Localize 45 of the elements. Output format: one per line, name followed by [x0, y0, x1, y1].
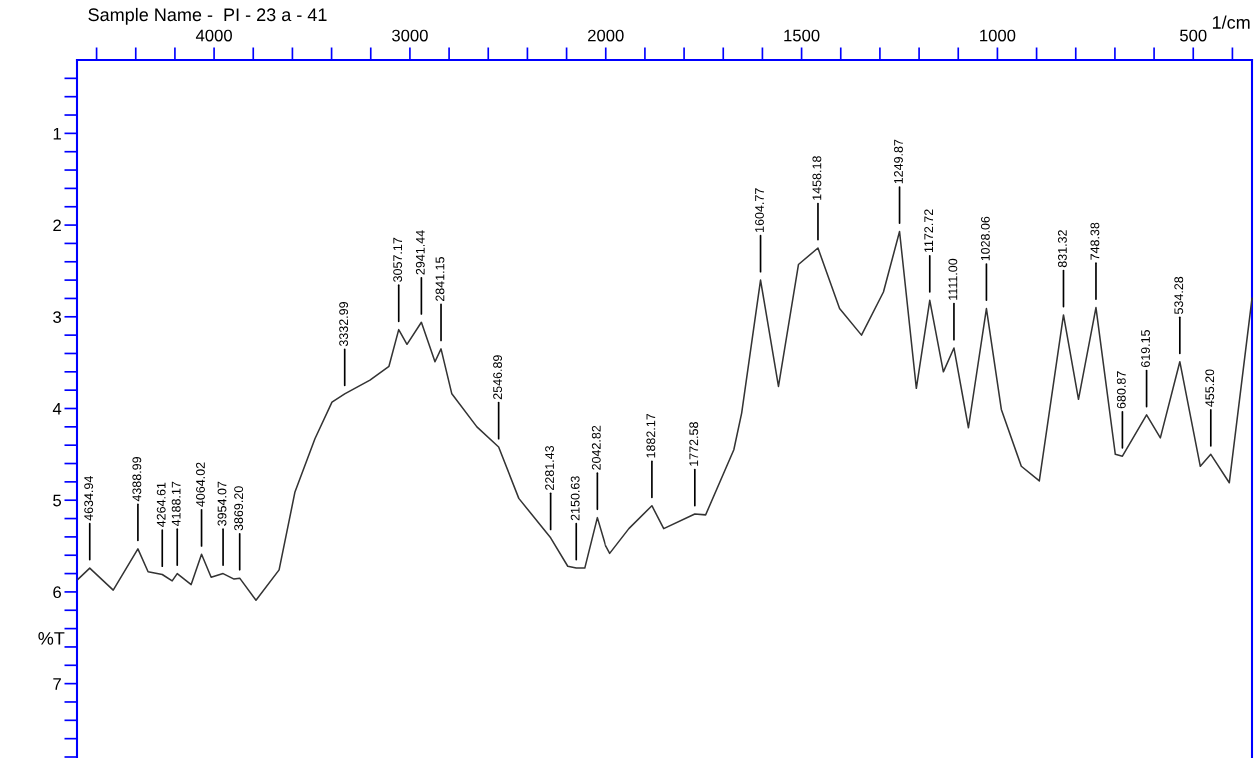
- x-tick-label: 2000: [588, 29, 624, 42]
- annotation: 1028.06: [980, 216, 990, 261]
- annotation: 455.20: [1205, 369, 1215, 407]
- annotation: 1111.00: [948, 258, 958, 300]
- x-tick-label: 1500: [784, 29, 820, 42]
- x-tick-label: 500: [1180, 29, 1207, 42]
- x-tick-label: 1000: [980, 29, 1016, 42]
- y-tick-label: 4: [52, 403, 62, 415]
- annotation: 748.38: [1090, 222, 1100, 260]
- y-tick-label: 7: [53, 678, 61, 690]
- annotation: 1772.58: [689, 422, 699, 466]
- y-axis-title: %T: [38, 632, 65, 645]
- x-axis-title: 1/cm: [1212, 15, 1250, 29]
- x-tick-label: 4000: [195, 29, 232, 42]
- annotation: 4188.17: [171, 481, 181, 527]
- y-tick-label: 1: [53, 127, 61, 140]
- annotation: 1249.87: [894, 139, 903, 184]
- y-tick-label: 6: [53, 586, 61, 599]
- annotation: 3057.17: [393, 237, 403, 282]
- y-tick-label: 3: [53, 311, 61, 323]
- annotation: 3332.99: [339, 302, 349, 347]
- annotation: 3954.07: [217, 481, 227, 526]
- y-tick-label: 2: [53, 219, 61, 232]
- annotation: 2042.82: [591, 425, 601, 470]
- annotation: 2841.15: [435, 257, 445, 302]
- annotation: 4388.99: [132, 457, 142, 502]
- annotation: 1604.77: [755, 188, 764, 232]
- annotation: 1882.17: [646, 413, 656, 458]
- annotation: 4264.61: [156, 482, 166, 527]
- annotation: 4064.02: [196, 462, 205, 507]
- annotation: 1172.72: [924, 209, 933, 253]
- annotation: 2150.63: [570, 476, 580, 521]
- annotation: 1458.18: [812, 156, 822, 200]
- annotation: 4634.94: [84, 476, 94, 521]
- annotation: 831.32: [1057, 230, 1067, 268]
- chart-title: Sample Name - PI - 23 a - 41: [88, 7, 327, 25]
- annotation: 2941.44: [415, 230, 425, 275]
- annotation: 3869.20: [234, 486, 244, 531]
- y-tick-label: 5: [53, 494, 62, 507]
- annotation: 2281.43: [545, 445, 554, 490]
- x-tick-label: 3000: [392, 29, 428, 42]
- annotation: 2546.89: [493, 355, 503, 400]
- annotation: 534.28: [1174, 276, 1184, 315]
- annotation: 680.87: [1116, 371, 1126, 409]
- annotation: 619.15: [1141, 329, 1150, 368]
